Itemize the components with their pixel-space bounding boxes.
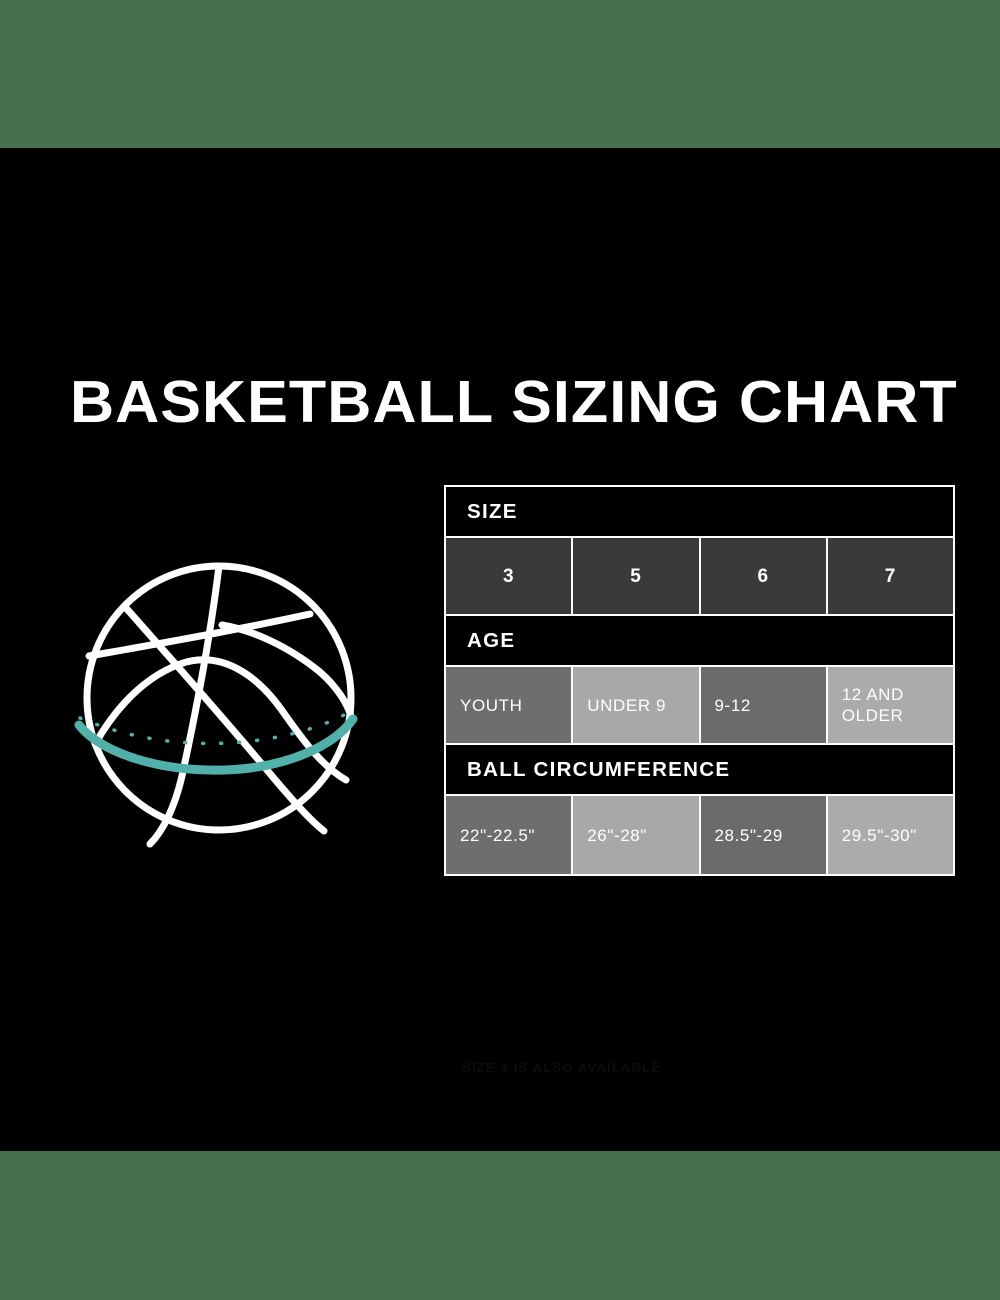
cell-size-6: 6 bbox=[700, 538, 828, 614]
table-header-ball-circumference: BALL CIRCUMFERENCE bbox=[446, 745, 953, 796]
cell-age-9-12: 9-12 bbox=[700, 667, 828, 743]
cell-size-5-text: 5 bbox=[630, 565, 642, 587]
cell-age-under-9: UNDER 9 bbox=[573, 667, 701, 743]
table-row-age-values: YOUTH UNDER 9 9-12 12 AND OLDER bbox=[446, 667, 953, 745]
table-header-size: SIZE bbox=[446, 487, 953, 538]
ball-seam-curve-lower bbox=[91, 656, 350, 784]
measuring-band-dotted-back bbox=[78, 709, 353, 746]
cell-age-12-and-older-text: 12 AND OLDER bbox=[841, 685, 904, 725]
page-title: BASKETBALL SIZING CHART bbox=[70, 369, 958, 435]
ball-seam-curve-upper bbox=[218, 621, 355, 720]
cell-size-7: 7 bbox=[827, 538, 953, 614]
cell-circumference-7-text: 29.5"-30" bbox=[841, 825, 917, 845]
ball-seam-diagonal bbox=[122, 604, 328, 835]
header-label-ball-circumference: BALL CIRCUMFERENCE bbox=[467, 757, 731, 781]
cell-circumference-3: 22"-22.5" bbox=[446, 796, 574, 874]
table-header-age: AGE bbox=[446, 616, 953, 667]
ball-seam-upper bbox=[85, 610, 314, 660]
basketball-illustration bbox=[62, 548, 382, 848]
cell-size-7-text: 7 bbox=[884, 565, 896, 587]
sizing-table: SIZE 3 5 6 7 AGE bbox=[444, 485, 955, 876]
table-row-circumference-values: 22"-22.5" 26"-28" 28.5"-29 29.5"-30" bbox=[446, 796, 953, 874]
cell-age-youth: YOUTH bbox=[446, 667, 574, 743]
header-label-age: AGE bbox=[467, 628, 516, 652]
ball-seam-left bbox=[146, 562, 223, 848]
cell-age-youth-text: YOUTH bbox=[460, 695, 523, 715]
cell-circumference-5: 26"-28" bbox=[573, 796, 701, 874]
cell-age-12-and-older: 12 AND OLDER bbox=[827, 667, 953, 743]
footnote-text: SIZE 4 IS ALSO AVAILABLE bbox=[462, 1060, 662, 1075]
cell-circumference-7: 29.5"-30" bbox=[827, 796, 953, 874]
header-label-size: SIZE bbox=[467, 499, 518, 523]
top-green-band bbox=[0, 0, 1000, 148]
cell-size-3-text: 3 bbox=[503, 565, 515, 587]
cell-circumference-5-text: 26"-28" bbox=[587, 825, 647, 845]
table-row-size-values: 3 5 6 7 bbox=[446, 538, 953, 616]
bottom-green-band bbox=[0, 1151, 1000, 1300]
cell-age-9-12-text: 9-12 bbox=[714, 695, 751, 715]
cell-age-under-9-text: UNDER 9 bbox=[587, 695, 667, 715]
cell-circumference-3-text: 22"-22.5" bbox=[460, 825, 536, 845]
measuring-band-front bbox=[74, 714, 358, 775]
cell-circumference-6-text: 28.5"-29 bbox=[714, 825, 783, 845]
cell-circumference-6: 28.5"-29 bbox=[700, 796, 828, 874]
chart-canvas: BASKETBALL SIZING CHART bbox=[0, 148, 1000, 1151]
cell-size-6-text: 6 bbox=[757, 565, 769, 587]
cell-size-5: 5 bbox=[573, 538, 701, 614]
cell-size-3: 3 bbox=[446, 538, 574, 614]
